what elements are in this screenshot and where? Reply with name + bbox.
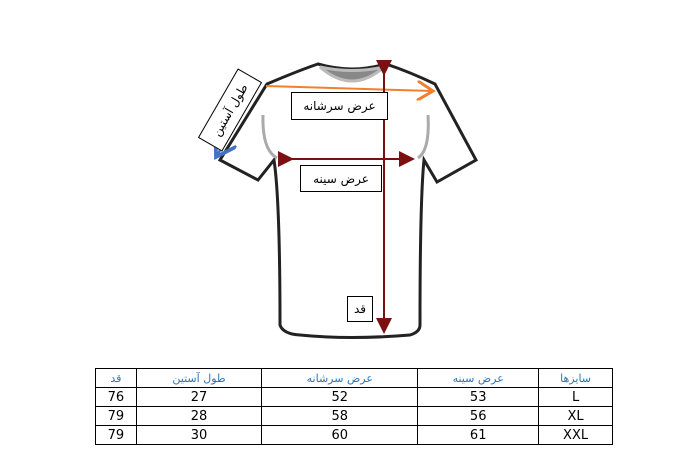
table-cell: 76 xyxy=(95,387,137,407)
header-cell: عرض سرشانه xyxy=(261,368,419,388)
shoulder-width-label: عرض سرشانه xyxy=(291,92,388,120)
table-cell: 56 xyxy=(417,406,540,426)
tshirt-outline xyxy=(217,62,479,339)
table-cell: 52 xyxy=(261,387,419,407)
header-cell: قد xyxy=(95,368,137,388)
table-cell: 79 xyxy=(95,425,137,445)
table-cell: 53 xyxy=(417,387,540,407)
header-cell: سایزها xyxy=(538,368,613,388)
table-row: XXL 61 60 30 79 xyxy=(95,425,613,445)
table-cell: 28 xyxy=(135,406,263,426)
size-table: سایزها عرض سینه عرض سرشانه طول آستین قد … xyxy=(95,368,613,445)
table-row: L 53 52 27 76 xyxy=(95,387,613,407)
table-row: XL 56 58 28 79 xyxy=(95,406,613,426)
header-cell: طول آستین xyxy=(135,368,263,388)
table-cell: XXL xyxy=(538,425,613,445)
header-cell: عرض سینه xyxy=(417,368,540,388)
table-header-row: سایزها عرض سینه عرض سرشانه طول آستین قد xyxy=(95,368,613,388)
table-cell: L xyxy=(538,387,613,407)
table-cell: 79 xyxy=(95,406,137,426)
table-cell: XL xyxy=(538,406,613,426)
table-cell: 27 xyxy=(135,387,263,407)
length-label: قد xyxy=(347,296,373,322)
table-cell: 60 xyxy=(261,425,419,445)
table-cell: 61 xyxy=(417,425,540,445)
table-cell: 30 xyxy=(135,425,263,445)
tshirt-diagram xyxy=(0,60,479,339)
chest-width-label: عرض سینه xyxy=(300,165,382,192)
table-cell: 58 xyxy=(261,406,419,426)
shoulder-arrow xyxy=(265,86,433,91)
